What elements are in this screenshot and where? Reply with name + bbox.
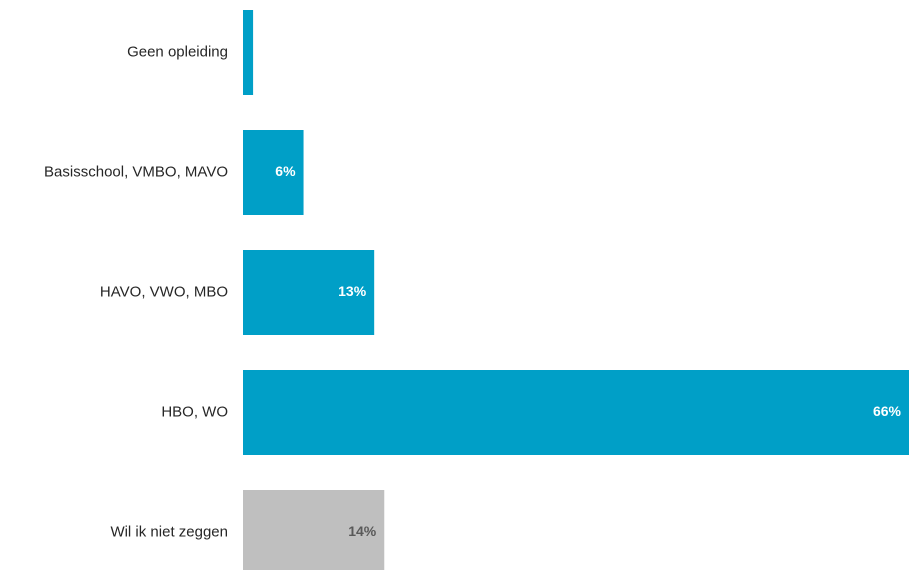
data-label-3: 66% <box>873 403 902 419</box>
category-label-4: Wil ik niet zeggen <box>110 523 228 540</box>
category-label-0: Geen opleiding <box>127 43 228 60</box>
category-label-3: HBO, WO <box>161 403 228 420</box>
bar-3 <box>243 370 909 455</box>
category-labels: Geen opleiding Basisschool, VMBO, MAVO HAV… <box>44 43 228 540</box>
category-label-2: HAVO, VWO, MBO <box>100 283 228 300</box>
category-label-1: Basisschool, VMBO, MAVO <box>44 163 228 180</box>
bar-0 <box>243 10 253 95</box>
value-labels: 6% 13% 66% 14% <box>275 163 901 539</box>
data-label-4: 14% <box>348 523 377 539</box>
data-label-2: 13% <box>338 283 367 299</box>
data-label-1: 6% <box>275 163 296 179</box>
